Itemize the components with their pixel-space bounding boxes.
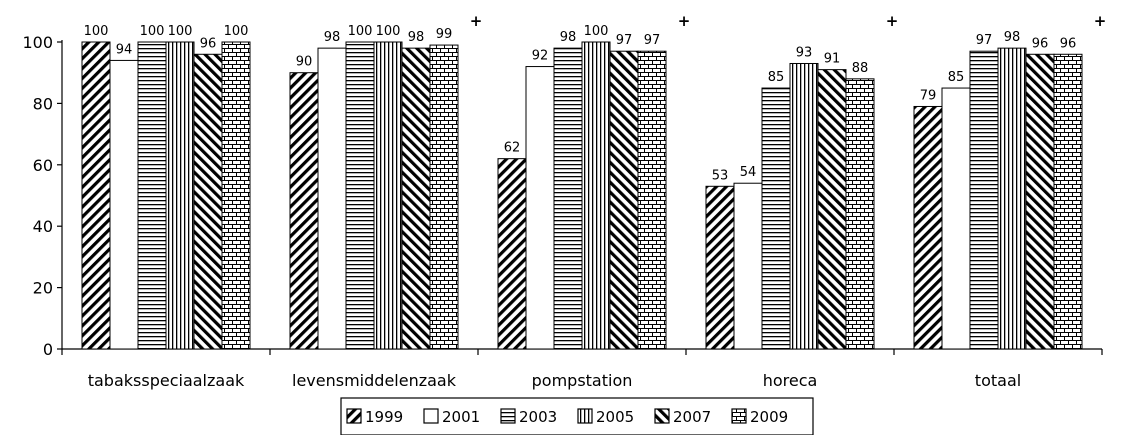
data-label: 62: [504, 141, 521, 156]
legend-swatch-2001: [423, 408, 439, 424]
significance-marker: +: [1094, 12, 1107, 30]
bar-1999-levensmiddelenzaak: [289, 72, 319, 350]
bar-2003-horeca: [761, 87, 791, 350]
data-label: 79: [920, 88, 937, 103]
axes: 0 20 40 60 80 100 tabaksspeciaalzaak levensmidd…: [22, 33, 1103, 390]
bar-2003-pompstation: [553, 47, 583, 350]
y-tick-label: 0: [43, 340, 53, 359]
legend-label: 1999: [365, 408, 403, 426]
x-category-label: levensmiddelenzaak: [292, 371, 457, 390]
data-label: 100: [224, 24, 249, 39]
data-label: 98: [1004, 30, 1021, 45]
data-label: 93: [796, 45, 813, 60]
data-label: 100: [348, 24, 373, 39]
data-label: 85: [948, 70, 965, 85]
bar-2005-horeca: [789, 62, 819, 350]
bar-2003-totaal: [969, 50, 999, 350]
bar-1999-tabaksspeciaalzaak: [81, 41, 111, 350]
x-category-label: totaal: [975, 371, 1021, 390]
data-label: 100: [84, 24, 109, 39]
data-label: 97: [976, 33, 993, 48]
data-label: 88: [852, 61, 869, 76]
legend-label: 2003: [519, 408, 557, 426]
legend: 1999 2001 2003 2005 2007 2009: [340, 397, 814, 435]
data-label: 96: [200, 36, 217, 51]
bar-2009-tabaksspeciaalzaak: [221, 41, 251, 350]
bar-2001-totaal: [941, 87, 971, 350]
y-tick-label: 20: [33, 279, 53, 298]
bars: [81, 41, 1083, 350]
legend-label: 2005: [596, 408, 634, 426]
data-label: 100: [584, 24, 609, 39]
bar-2003-levensmiddelenzaak: [345, 41, 375, 350]
significance-marker: +: [470, 12, 483, 30]
legend-swatch-2005: [577, 408, 593, 424]
data-label: 98: [560, 30, 577, 45]
bar-2009-horeca: [845, 78, 875, 350]
data-label: 98: [324, 30, 341, 45]
bar-2007-totaal: [1025, 53, 1055, 350]
bar-2007-tabaksspeciaalzaak: [193, 53, 223, 350]
bar-2009-pompstation: [637, 50, 667, 350]
data-label: 98: [408, 30, 425, 45]
y-tick-label: 80: [33, 94, 53, 113]
bar-1999-pompstation: [497, 158, 527, 350]
data-label: 94: [116, 42, 133, 57]
y-tick-label: 40: [33, 217, 53, 236]
data-label: 100: [376, 24, 401, 39]
bar-2001-horeca: [733, 182, 763, 350]
significance-marker: +: [886, 12, 899, 30]
bar-2005-pompstation: [581, 41, 611, 350]
data-label: 92: [532, 49, 549, 64]
bar-2001-tabaksspeciaalzaak: [109, 59, 139, 350]
legend-swatch-2009: [731, 408, 747, 424]
bar-2005-levensmiddelenzaak: [373, 41, 403, 350]
data-label: 96: [1032, 36, 1049, 51]
bar-2007-levensmiddelenzaak: [401, 47, 431, 350]
bar-2007-horeca: [817, 69, 847, 350]
x-category-label: horeca: [763, 371, 818, 390]
bar-2009-levensmiddelenzaak: [429, 44, 459, 350]
data-label: 53: [712, 168, 729, 183]
legend-swatch-2007: [654, 408, 670, 424]
legend-label: 2001: [442, 408, 480, 426]
y-tick-label: 100: [22, 33, 53, 52]
significance-marker: +: [678, 12, 691, 30]
bar-2009-totaal: [1053, 53, 1083, 350]
bar-1999-horeca: [705, 185, 735, 350]
bar-2001-pompstation: [525, 66, 555, 350]
data-label: 100: [168, 24, 193, 39]
bar-2005-totaal: [997, 47, 1027, 350]
legend-swatch-2003: [500, 408, 516, 424]
data-label: 97: [616, 33, 633, 48]
data-label: 100: [140, 24, 165, 39]
data-label: 85: [768, 70, 785, 85]
bar-2007-pompstation: [609, 50, 639, 350]
data-label: 96: [1060, 36, 1077, 51]
legend-swatch-1999: [346, 408, 362, 424]
data-label: 99: [436, 27, 453, 42]
data-label: 54: [740, 165, 757, 180]
data-label: 97: [644, 33, 661, 48]
x-category-label: pompstation: [532, 371, 633, 390]
legend-label: 2007: [673, 408, 711, 426]
bar-2003-tabaksspeciaalzaak: [137, 41, 167, 350]
data-label: 91: [824, 52, 841, 67]
y-tick-label: 60: [33, 156, 53, 175]
bar-2001-levensmiddelenzaak: [317, 47, 347, 350]
bar-1999-totaal: [913, 105, 943, 350]
x-category-label: tabaksspeciaalzaak: [88, 371, 245, 390]
bar-2005-tabaksspeciaalzaak: [165, 41, 195, 350]
legend-label: 2009: [750, 408, 788, 426]
data-label: 90: [296, 55, 313, 70]
